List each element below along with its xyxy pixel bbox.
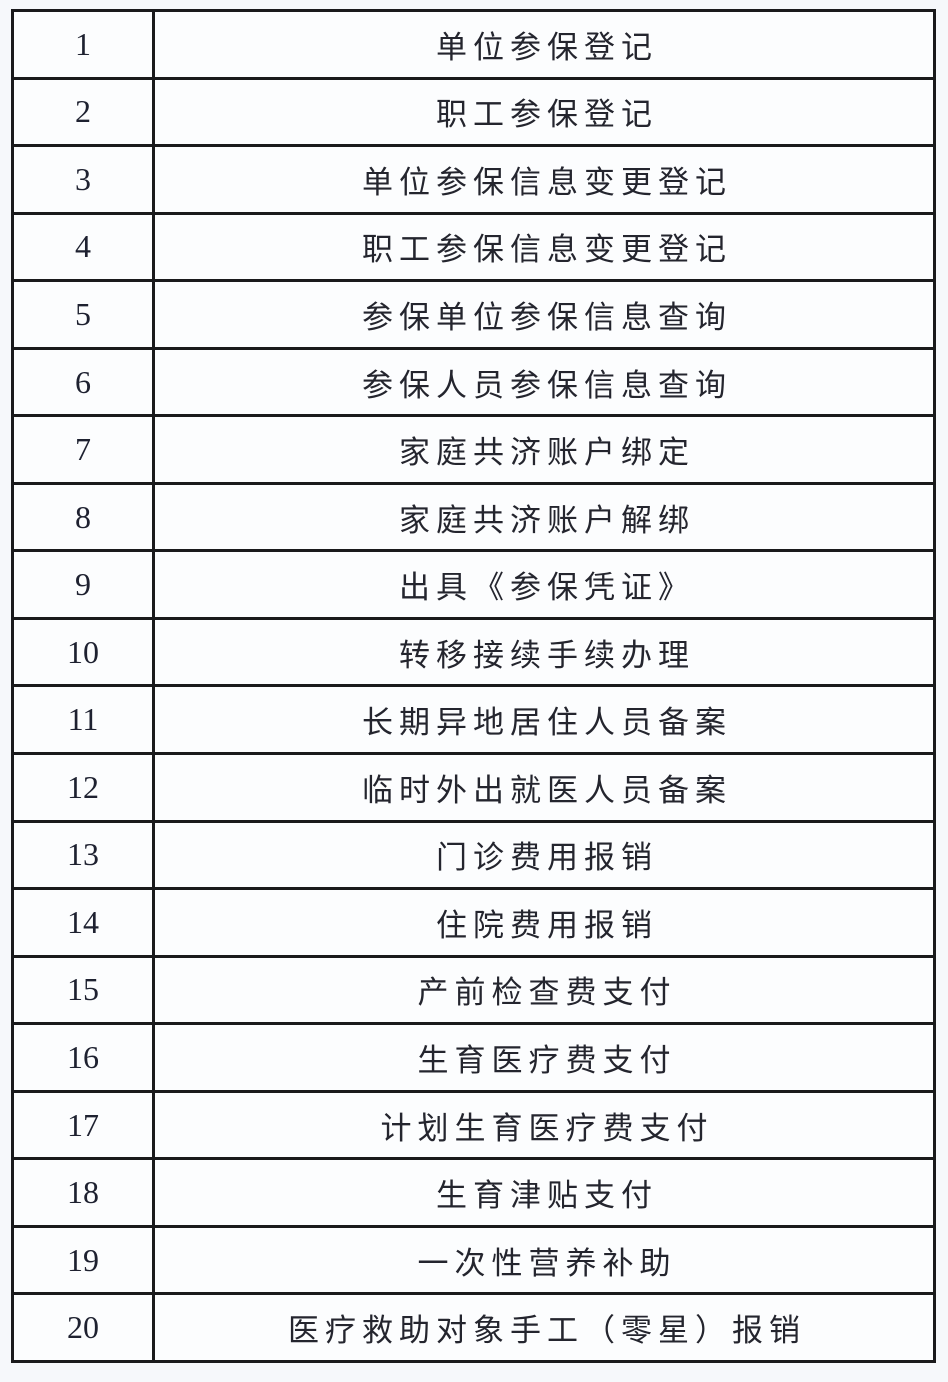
table-row: 1 单位参保登记 (14, 12, 933, 80)
service-table: 1 单位参保登记 2 职工参保登记 3 单位参保信息变更登记 4 职工参保信息变更登记 5 参保单… (11, 9, 936, 1363)
row-number-cell: 4 (14, 214, 155, 280)
row-number-cell: 12 (14, 755, 155, 820)
row-label-cell: 单位参保信息变更登记 (362, 164, 732, 200)
row-number-cell: 3 (14, 147, 155, 212)
row-label-cell: 生育津贴支付 (436, 1178, 658, 1214)
row-label-cell: 住院费用报销 (436, 907, 658, 943)
row-number-cell: 2 (14, 79, 155, 145)
table-row: 11 长期异地居住人员备案 (14, 687, 933, 756)
row-number-cell: 16 (14, 1025, 155, 1090)
table-row: 12 临时外出就医人员备案 (14, 755, 933, 823)
row-number-cell: 7 (14, 417, 155, 482)
row-label-cell: 职工参保登记 (436, 97, 658, 133)
table-row: 16 生育医疗费支付 (14, 1025, 933, 1093)
table-row: 8 家庭共济账户解绑 (14, 484, 933, 553)
row-label-cell: 家庭共济账户解绑 (399, 502, 695, 538)
table-row: 14 住院费用报销 (14, 890, 933, 958)
row-label-cell: 临时外出就医人员备案 (362, 772, 732, 808)
row-label-cell: 单位参保登记 (436, 29, 658, 65)
row-number-cell: 1 (14, 12, 155, 77)
row-label-cell: 长期异地居住人员备案 (362, 705, 732, 741)
row-label-cell: 家庭共济账户绑定 (399, 435, 695, 471)
row-label-cell: 参保人员参保信息查询 (362, 367, 732, 403)
row-number-cell: 17 (14, 1092, 155, 1158)
table-row: 9 出具《参保凭证》 (14, 552, 933, 620)
row-label-cell: 门诊费用报销 (436, 840, 658, 876)
row-label-cell: 转移接续手续办理 (399, 637, 695, 673)
row-number-cell: 5 (14, 282, 155, 347)
table-row: 6 参保人员参保信息查询 (14, 349, 933, 418)
row-number-cell: 13 (14, 822, 155, 888)
table-row: 15 产前检查费支付 (14, 957, 933, 1026)
table-row: 17 计划生育医疗费支付 (14, 1092, 933, 1161)
row-label-cell: 职工参保信息变更登记 (362, 232, 732, 268)
table-row: 18 生育津贴支付 (14, 1160, 933, 1228)
table-row: 7 家庭共济账户绑定 (14, 417, 933, 485)
row-label-cell: 出具《参保凭证》 (399, 570, 695, 606)
row-label-cell: 参保单位参保信息查询 (362, 299, 732, 335)
table-row: 3 单位参保信息变更登记 (14, 147, 933, 215)
table-row: 4 职工参保信息变更登记 (14, 214, 933, 283)
row-number-cell: 9 (14, 552, 155, 617)
row-number-cell: 19 (14, 1227, 155, 1293)
table-row: 13 门诊费用报销 (14, 822, 933, 891)
table-row: 10 转移接续手续办理 (14, 619, 933, 688)
row-label-cell: 生育医疗费支付 (417, 1042, 677, 1078)
row-label-cell: 医疗救助对象手工（零星）报销 (288, 1313, 806, 1349)
row-label-cell: 一次性营养补助 (417, 1245, 677, 1281)
table-row: 20 医疗救助对象手工（零星）报销 (14, 1295, 933, 1360)
row-number-cell: 11 (14, 687, 155, 753)
row-number-cell: 14 (14, 890, 155, 955)
row-number-cell: 20 (14, 1295, 155, 1360)
row-number-cell: 8 (14, 484, 155, 550)
table-row: 2 职工参保登记 (14, 79, 933, 148)
table-row: 19 一次性营养补助 (14, 1227, 933, 1296)
row-label-cell: 产前检查费支付 (417, 975, 677, 1011)
row-number-cell: 18 (14, 1160, 155, 1225)
row-label-cell: 计划生育医疗费支付 (380, 1110, 714, 1146)
row-number-cell: 6 (14, 349, 155, 415)
table-row: 5 参保单位参保信息查询 (14, 282, 933, 350)
row-number-cell: 15 (14, 957, 155, 1023)
row-number-cell: 10 (14, 619, 155, 685)
